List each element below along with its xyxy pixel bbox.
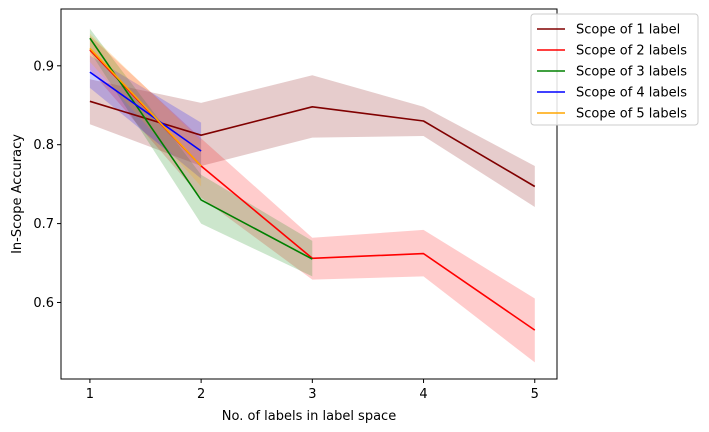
x-tick-label: 4 — [419, 387, 427, 402]
series-lines — [89, 37, 536, 331]
x-tick-label: 1 — [86, 387, 94, 402]
band-scope-of-5-labels — [89, 33, 202, 187]
y-tick-label: 0.6 — [33, 296, 54, 311]
series-line-scope-of-4-labels — [89, 71, 202, 152]
legend-label-scope-of-3-labels: Scope of 3 labels — [576, 65, 687, 80]
legend-label-scope-of-5-labels: Scope of 5 labels — [576, 107, 687, 122]
y-tick-label: 0.7 — [33, 217, 54, 232]
x-axis-label: No. of labels in label space — [222, 409, 396, 424]
y-tick-label: 0.9 — [33, 59, 54, 74]
series-line-scope-of-5-labels — [89, 47, 202, 167]
plot-frame — [60, 8, 558, 380]
legend-frame — [530, 13, 699, 126]
band-scope-of-3-labels — [89, 28, 313, 277]
x-axis-ticks: 1 2 3 4 5 — [86, 379, 539, 402]
x-tick-label: 3 — [308, 387, 316, 402]
y-axis-ticks: 0.6 0.7 0.8 0.9 — [33, 59, 61, 311]
confidence-bands — [89, 28, 535, 363]
y-tick-label: 0.8 — [33, 138, 54, 153]
legend-label-scope-of-4-labels: Scope of 4 labels — [576, 86, 687, 101]
series-line-scope-of-3-labels — [89, 37, 313, 260]
x-tick-label: 2 — [197, 387, 205, 402]
band-scope-of-1-label — [89, 75, 535, 207]
legend-label-scope-of-2-labels: Scope of 2 labels — [576, 44, 687, 59]
band-scope-of-4-labels — [89, 55, 202, 179]
x-tick-label: 5 — [531, 387, 539, 402]
legend-label-scope-of-1-label: Scope of 1 label — [576, 23, 680, 38]
y-axis-label: In-Scope Accuracy — [10, 134, 25, 254]
legend: Scope of 1 label Scope of 2 labels Scope o… — [530, 13, 699, 126]
